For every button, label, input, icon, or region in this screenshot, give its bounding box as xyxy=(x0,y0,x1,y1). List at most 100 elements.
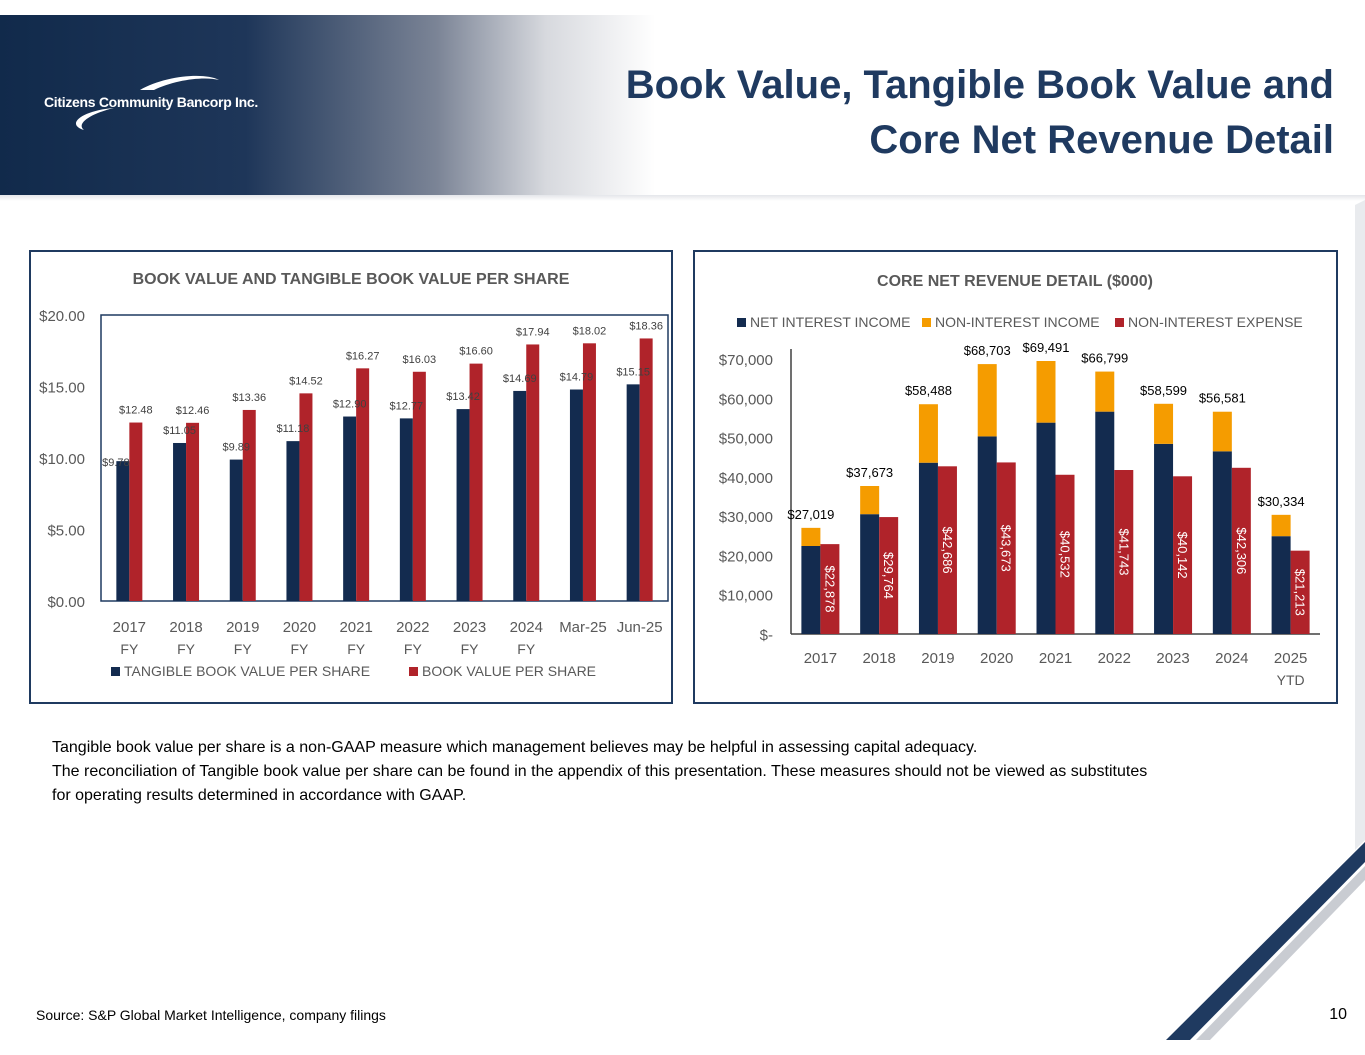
note-line-1: Tangible book value per share is a non-G… xyxy=(52,739,978,756)
non-interest-income-bar xyxy=(1095,371,1115,412)
x-tick-label-line2: FY xyxy=(234,641,253,657)
book-value-bar xyxy=(639,338,653,601)
y-tick-label: $50,000 xyxy=(719,431,773,448)
page-number: 10 xyxy=(1329,1006,1347,1023)
company-name: Citizens Community Bancorp Inc. xyxy=(44,94,258,110)
title-line-2: Core Net Revenue Detail xyxy=(869,118,1334,162)
non-interest-expense-bar xyxy=(1231,467,1251,634)
y-tick-label: $20,000 xyxy=(719,548,773,565)
expense-data-label: $43,673 xyxy=(999,525,1014,572)
total-revenue-label: $37,673 xyxy=(846,465,893,480)
y-tick-label: $10,000 xyxy=(719,588,773,605)
x-tick-label-line2: YTD xyxy=(1277,672,1305,688)
book-value-data-label: $12.46 xyxy=(176,405,210,417)
tangible-bar xyxy=(343,416,357,601)
y-tick-label: $20.00 xyxy=(39,308,85,325)
x-tick-label: 2021 xyxy=(1039,650,1072,667)
header-band xyxy=(0,15,1365,195)
expense-data-label: $42,686 xyxy=(940,527,955,574)
non-interest-income-bar xyxy=(1154,403,1174,444)
x-tick-label-line2: FY xyxy=(404,641,423,657)
note-line-3: for operating results determined in acco… xyxy=(52,787,467,804)
tangible-data-label: $12.90 xyxy=(333,399,367,411)
tangible-bar xyxy=(229,459,243,601)
x-tick-label-line2: FY xyxy=(120,641,139,657)
y-tick-label: $60,000 xyxy=(719,391,773,408)
x-tick-label: 2023 xyxy=(1156,650,1189,667)
core-net-revenue-chart-panel: CORE NET REVENUE DETAIL ($000) NET INTERE… xyxy=(693,250,1338,704)
non-interest-expense-bar xyxy=(996,462,1016,634)
total-revenue-label: $30,334 xyxy=(1258,494,1305,509)
x-tick-label: 2019 xyxy=(226,619,259,636)
net-interest-income-bar xyxy=(860,514,880,634)
non-interest-income-bar xyxy=(801,527,821,546)
non-gaap-note: Tangible book value per share is a non-G… xyxy=(52,736,1332,808)
x-tick-label-line2: FY xyxy=(291,641,310,657)
header-shadow xyxy=(0,195,1365,201)
book-value-data-label: $12.48 xyxy=(119,405,153,417)
total-revenue-label: $68,703 xyxy=(964,343,1011,358)
book-value-data-label: $13.36 xyxy=(232,392,266,404)
tangible-bar xyxy=(569,389,583,601)
legend-swatch-book-value xyxy=(409,667,418,676)
total-revenue-label: $69,491 xyxy=(1023,340,1070,355)
tangible-bar xyxy=(286,441,300,601)
x-tick-label-line2: FY xyxy=(347,641,366,657)
tangible-bar xyxy=(399,418,413,601)
tangible-data-label: $9.78 xyxy=(102,457,130,469)
expense-data-label: $22,878 xyxy=(822,566,837,613)
y-tick-label: $70,000 xyxy=(719,352,773,369)
book-value-bar xyxy=(299,393,313,601)
book-value-bar xyxy=(582,343,596,601)
core-net-revenue-chart: CORE NET REVENUE DETAIL ($000) NET INTERE… xyxy=(719,273,1320,688)
book-value-data-label: $16.60 xyxy=(459,346,493,358)
expense-data-label: $40,532 xyxy=(1058,531,1073,578)
x-tick-label: Mar-25 xyxy=(559,619,607,636)
x-tick-label: 2022 xyxy=(1098,650,1131,667)
y-tick-label: $40,000 xyxy=(719,470,773,487)
net-interest-income-bar xyxy=(977,436,997,634)
legend-label: NET INTEREST INCOME xyxy=(750,314,911,330)
tangible-data-label: $11.18 xyxy=(277,423,310,435)
tangible-data-label: $15.15 xyxy=(616,366,650,378)
note-line-2: The reconciliation of Tangible book valu… xyxy=(52,763,1148,780)
expense-data-label: $40,142 xyxy=(1175,532,1190,579)
x-tick-label: 2019 xyxy=(921,650,954,667)
non-interest-expense-bar xyxy=(879,517,899,634)
x-tick-label: 2024 xyxy=(510,619,543,636)
expense-data-label: $42,306 xyxy=(1234,527,1249,574)
logo-swoosh-icon xyxy=(75,75,219,130)
legend-swatch xyxy=(922,318,931,327)
book-value-bar xyxy=(129,422,143,601)
page-title: Book Value, Tangible Book Value and Core… xyxy=(626,58,1334,168)
non-interest-expense-bar xyxy=(937,466,957,634)
net-interest-income-bar xyxy=(1036,422,1056,634)
net-interest-income-bar xyxy=(1154,443,1174,634)
non-interest-income-bar xyxy=(977,364,997,437)
book-value-bar xyxy=(356,368,370,601)
x-tick-label: 2023 xyxy=(453,619,486,636)
non-interest-income-bar xyxy=(1036,360,1056,423)
chart-title: CORE NET REVENUE DETAIL ($000) xyxy=(877,273,1153,290)
net-interest-income-bar xyxy=(801,546,821,634)
tangible-bar xyxy=(456,409,470,601)
y-tick-label: $0.00 xyxy=(47,594,85,611)
legend-label-tangible: TANGIBLE BOOK VALUE PER SHARE xyxy=(124,663,370,679)
legend-swatch xyxy=(737,318,746,327)
x-tick-label-line2: FY xyxy=(517,641,536,657)
x-tick-label-line2: FY xyxy=(177,641,196,657)
tangible-data-label: $11.05 xyxy=(163,425,196,437)
x-tick-label: 2025 xyxy=(1274,650,1307,667)
y-tick-label: $15.00 xyxy=(39,380,85,397)
tangible-data-label: $14.79 xyxy=(560,372,594,384)
non-interest-income-bar xyxy=(1212,411,1232,452)
x-tick-label: Jun-25 xyxy=(617,619,663,636)
expense-data-label: $29,764 xyxy=(881,552,896,599)
book-value-bar xyxy=(412,371,426,601)
non-interest-expense-bar xyxy=(1114,470,1134,634)
plot-area-border xyxy=(100,314,669,602)
y-tick-label: $10.00 xyxy=(39,451,85,468)
book-value-bar xyxy=(186,422,200,601)
company-logo: Citizens Community Bancorp Inc. xyxy=(44,74,284,144)
book-value-data-label: $17.94 xyxy=(516,326,550,338)
